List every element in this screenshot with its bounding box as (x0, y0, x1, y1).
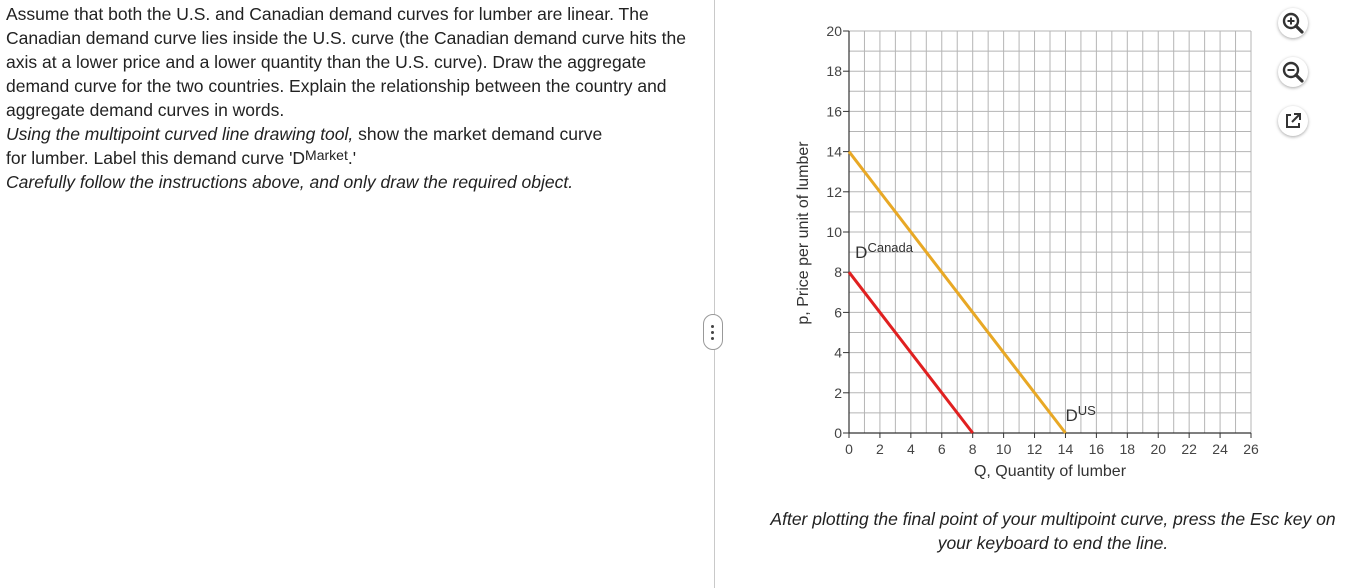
y-tick-label: 20 (826, 23, 842, 39)
y-tick-label: 12 (826, 184, 842, 200)
x-tick-label: 10 (996, 441, 1012, 457)
external-link-icon (1286, 113, 1301, 128)
x-tick-label: 16 (1089, 441, 1105, 457)
x-tick-label: 8 (969, 441, 977, 457)
instructions: Using the multipoint curved line drawing… (6, 122, 696, 170)
handle-dot (711, 331, 714, 334)
x-tick-label: 14 (1058, 441, 1074, 457)
x-tick-label: 12 (1027, 441, 1043, 457)
instructions-tool-name: Using the multipoint curved line drawing… (6, 124, 354, 144)
y-tick-label: 8 (834, 264, 842, 280)
popout-button[interactable] (1278, 106, 1308, 136)
zoom-out-icon (1282, 61, 1304, 83)
handle-dot (711, 337, 714, 340)
demand-curve-us[interactable] (847, 150, 1067, 434)
caution-text: Carefully follow the instructions above,… (6, 172, 574, 192)
y-tick-label: 4 (834, 345, 842, 361)
x-tick-label: 0 (845, 441, 853, 457)
question-text: Assume that both the U.S. and Canadian d… (6, 4, 686, 120)
y-axis-label: p, Price per unit of lumber (795, 141, 812, 325)
x-tick-label: 26 (1243, 441, 1259, 457)
y-tick-label: 6 (834, 304, 842, 320)
resize-handle[interactable] (703, 314, 723, 350)
instructions-label-end: .' (347, 148, 357, 168)
demand-curve-canada[interactable] (847, 271, 974, 434)
y-tick-label: 0 (834, 425, 842, 441)
footer-instructions: After plotting the final point of your m… (770, 509, 1336, 553)
x-tick-label: 6 (938, 441, 946, 457)
y-tick-label: 16 (826, 103, 842, 119)
zoom-out-button[interactable] (1278, 57, 1308, 87)
market-superscript: Market (305, 147, 348, 163)
instructions-label-text: for lumber. Label this demand curve 'D (6, 148, 306, 168)
curve-label-superscript: Canada (867, 240, 913, 255)
instructions-text: show the market demand curve (353, 124, 603, 144)
handle-dot (711, 325, 714, 328)
x-tick-label: 20 (1150, 441, 1166, 457)
x-tick-label: 22 (1181, 441, 1197, 457)
y-tick-label: 18 (826, 63, 842, 79)
x-tick-label: 18 (1120, 441, 1136, 457)
curve-label-canada: DCanada (855, 240, 914, 262)
y-tick-label: 2 (834, 385, 842, 401)
chart-grid (848, 30, 1252, 434)
panel-divider (714, 0, 715, 588)
zoom-in-button[interactable] (1278, 8, 1308, 38)
x-tick-label: 2 (876, 441, 884, 457)
y-tick-label: 10 (826, 224, 842, 240)
x-axis-label: Q, Quantity of lumber (974, 463, 1127, 480)
zoom-in-icon (1282, 12, 1304, 34)
x-tick-label: 24 (1212, 441, 1228, 457)
x-tick-label: 4 (907, 441, 915, 457)
y-tick-label: 14 (826, 144, 842, 160)
curve-label-superscript: US (1078, 403, 1096, 418)
question-panel: Assume that both the U.S. and Canadian d… (6, 2, 696, 194)
